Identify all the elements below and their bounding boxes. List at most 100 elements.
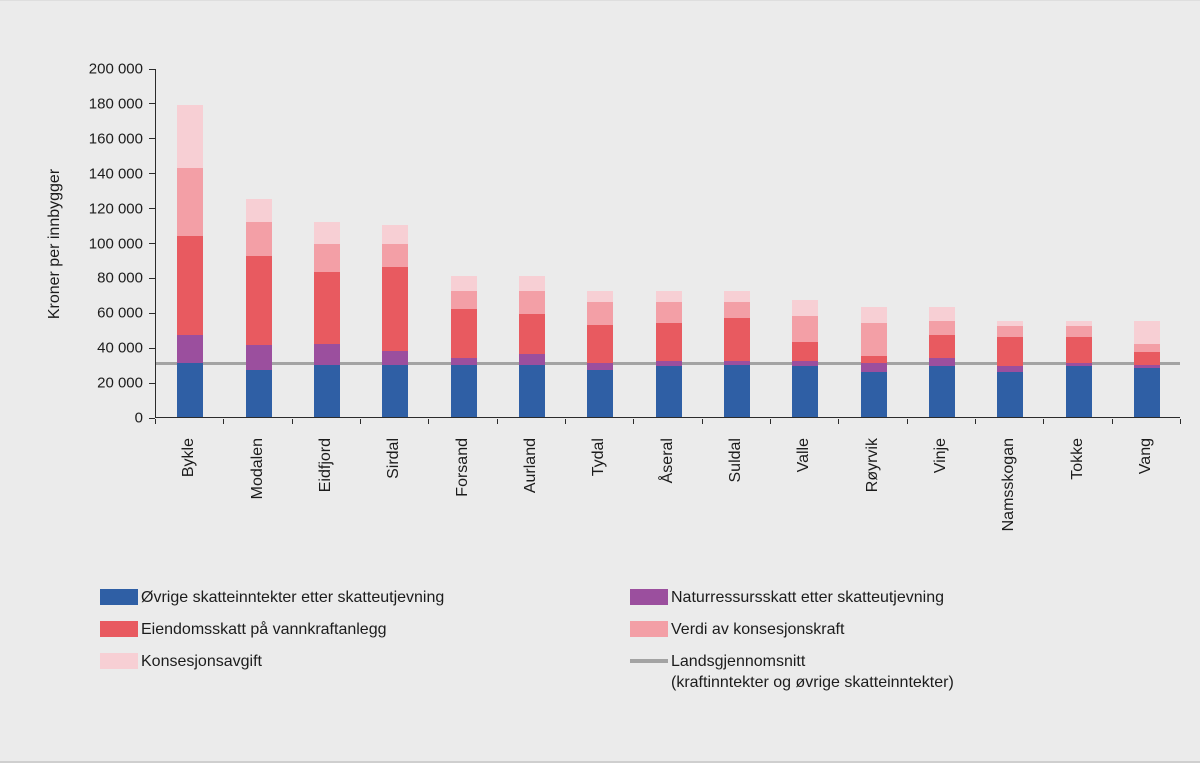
y-tick-mark [149, 208, 155, 210]
bar-segment [1133, 352, 1160, 365]
legend-item-1: Naturressursskatt etter skatteutjevning [630, 587, 1110, 608]
y-tick-label: 100 000 [88, 235, 143, 252]
bar-segment [245, 369, 272, 417]
bar-segment [655, 301, 682, 323]
legend-sublabel: (kraftinntekter og øvrige skatteinntekte… [671, 674, 954, 692]
bar-tokke [1065, 321, 1092, 417]
x-axis-labels: Bykle Modalen Eidfjord Sirdal Forsand Aurland… [155, 438, 1180, 568]
bar-segment [245, 221, 272, 257]
bar-segment [518, 275, 545, 292]
x-tick-mark [701, 419, 703, 424]
bar-segment [587, 362, 614, 370]
x-label-aurland: Aurland [521, 438, 539, 494]
bar-segment [792, 315, 819, 342]
bar-segment [587, 324, 614, 363]
y-tick-label: 80 000 [97, 269, 143, 287]
bar-bykle [177, 104, 204, 417]
bar-eidfjord [313, 221, 340, 417]
x-label-namsskogan: Namsskogan [1000, 438, 1018, 532]
legend-color-swatch [630, 589, 668, 605]
y-tick-label: 60 000 [97, 304, 143, 322]
bar-segment [792, 361, 819, 367]
bar-segment [587, 369, 614, 417]
bar-segment [1133, 368, 1160, 417]
bar-segment [928, 366, 955, 417]
bar-suldal [723, 291, 750, 417]
bar-segment [860, 362, 887, 372]
legend-color-swatch [100, 589, 138, 605]
bar-segment [723, 291, 750, 302]
bar-segment [177, 167, 204, 236]
bar-segment [245, 345, 272, 370]
bar-segment [1133, 321, 1160, 344]
y-tick-label: 160 000 [88, 130, 143, 148]
x-tick-mark [1180, 419, 1181, 424]
x-label-valle: Valle [795, 438, 813, 473]
x-tick-mark [1111, 419, 1113, 424]
bar-forsand [450, 275, 477, 417]
bar-segment [518, 354, 545, 365]
bar-segment [518, 314, 545, 355]
bar-segment [997, 336, 1024, 367]
bar-segment [997, 326, 1024, 337]
legend-item-0: Øvrige skatteinntekter etter skatteutjev… [100, 587, 630, 608]
x-tick-mark [155, 419, 156, 424]
x-label-suldal: Suldal [726, 438, 744, 483]
legend-label: Naturressursskatt etter skatteutjevning [671, 589, 945, 606]
bar-segment [997, 371, 1024, 417]
bar-segment [518, 291, 545, 315]
bar-segment [655, 291, 682, 302]
y-tick-label: 140 000 [88, 165, 143, 183]
x-tick-mark [223, 419, 225, 424]
bar-segment [313, 244, 340, 273]
bar-røyrvik [860, 307, 887, 417]
bar-tydal [587, 291, 614, 417]
bar-segment [1133, 364, 1160, 369]
bar-segment [928, 335, 955, 358]
legend: Øvrige skatteinntekter etter skatteutjev… [100, 587, 1110, 693]
bar-segment [655, 366, 682, 417]
bar-segment [1065, 326, 1092, 337]
legend-label: Øvrige skatteinntekter etter skatteutjev… [141, 589, 445, 606]
legend-line-swatch [630, 659, 668, 664]
bar-segment [313, 343, 340, 365]
bar-segment [587, 301, 614, 325]
bar-segment [997, 366, 1024, 372]
y-tick-mark [149, 277, 155, 279]
bar-segment [860, 355, 887, 363]
y-axis: 0 20 000 40 000 60 000 80 000 100 000 120 000 1… [0, 61, 155, 427]
y-tick-mark [149, 68, 155, 70]
y-tick-mark [149, 347, 155, 349]
bar-segment [450, 308, 477, 358]
bar-segment [860, 307, 887, 323]
x-label-forsand: Forsand [453, 438, 471, 497]
y-tick-mark [149, 103, 155, 105]
bar-namsskogan [997, 321, 1024, 417]
x-tick-mark [360, 419, 361, 424]
x-label-åseral: Åseral [658, 438, 676, 484]
bar-segment [382, 225, 409, 245]
legend-color-swatch [100, 653, 138, 670]
bar-segment [177, 104, 204, 168]
bar-segment [382, 266, 409, 351]
bar-segment [245, 198, 272, 222]
x-label-røyrvik: Røyrvik [863, 438, 881, 493]
x-label-vang: Vang [1136, 438, 1154, 475]
bar-segment [382, 244, 409, 267]
bar-segment [313, 364, 340, 417]
bar-segment [450, 364, 477, 417]
y-tick-mark [149, 173, 155, 175]
x-tick-mark [565, 419, 566, 424]
bar-segment [1065, 321, 1092, 327]
bar-segment [450, 275, 477, 292]
x-label-modalen: Modalen [248, 438, 266, 500]
legend-item-4: Konsesjonsavgift [100, 651, 630, 693]
x-label-tydal: Tydal [590, 438, 608, 477]
bar-segment [997, 321, 1024, 327]
x-label-eidfjord: Eidfjord [316, 438, 334, 493]
x-tick-mark [906, 419, 908, 424]
bar-segment [382, 364, 409, 417]
bar-segment [860, 322, 887, 356]
bar-segment [177, 335, 204, 363]
